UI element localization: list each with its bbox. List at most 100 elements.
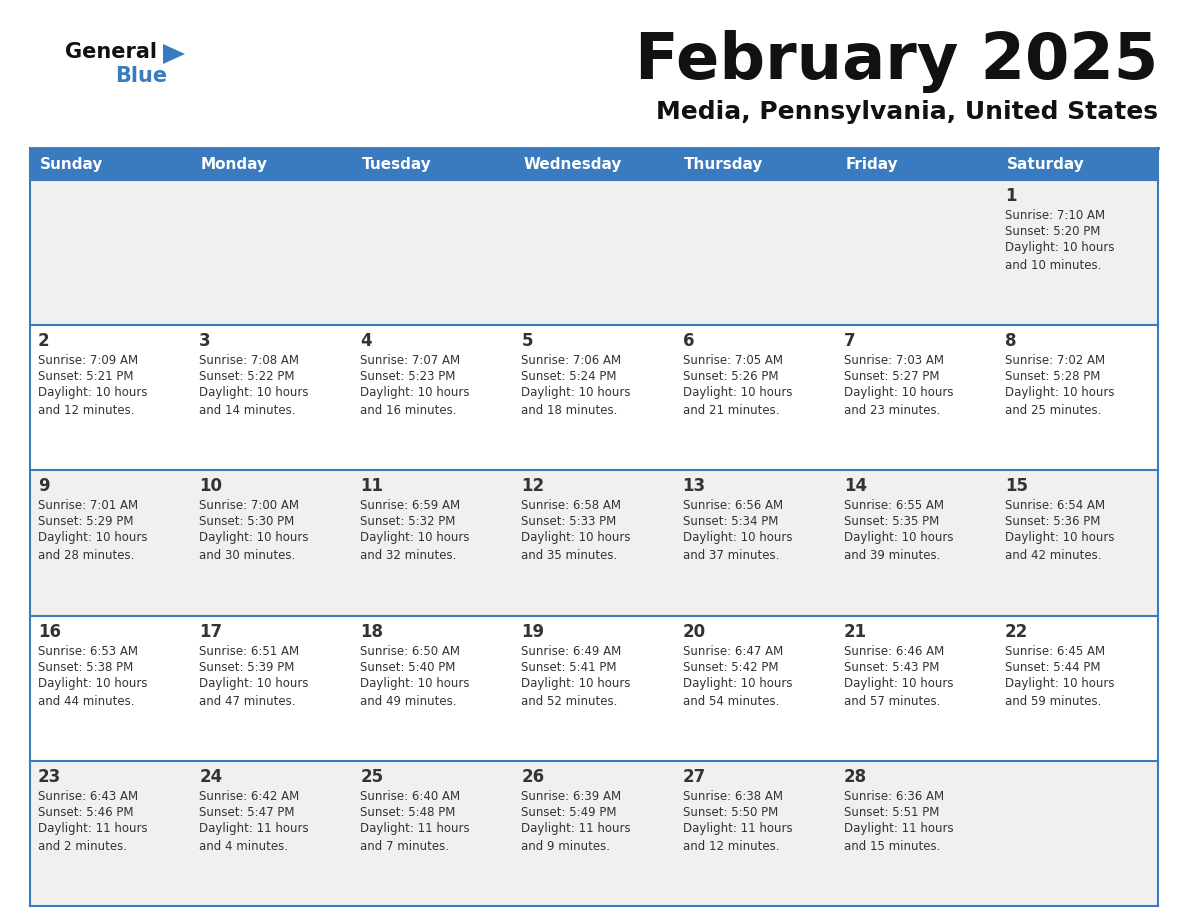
Text: Wednesday: Wednesday <box>523 156 621 172</box>
Bar <box>30 761 191 906</box>
Text: Sunrise: 6:45 AM: Sunrise: 6:45 AM <box>1005 644 1105 657</box>
Text: Sunrise: 6:56 AM: Sunrise: 6:56 AM <box>683 499 783 512</box>
Text: Saturday: Saturday <box>1006 156 1085 172</box>
Text: Sunrise: 7:08 AM: Sunrise: 7:08 AM <box>200 354 299 367</box>
Text: 15: 15 <box>1005 477 1028 496</box>
Bar <box>30 470 191 616</box>
Text: 27: 27 <box>683 767 706 786</box>
Text: Sunset: 5:38 PM: Sunset: 5:38 PM <box>38 661 133 674</box>
Bar <box>191 148 353 180</box>
Text: 21: 21 <box>843 622 867 641</box>
Text: Thursday: Thursday <box>684 156 764 172</box>
Text: Daylight: 10 hours
and 32 minutes.: Daylight: 10 hours and 32 minutes. <box>360 532 469 563</box>
Bar <box>675 325 835 470</box>
Text: Daylight: 10 hours
and 28 minutes.: Daylight: 10 hours and 28 minutes. <box>38 532 147 563</box>
Text: Sunrise: 6:59 AM: Sunrise: 6:59 AM <box>360 499 461 512</box>
Text: 22: 22 <box>1005 622 1028 641</box>
Text: Sunset: 5:42 PM: Sunset: 5:42 PM <box>683 661 778 674</box>
Bar <box>353 148 513 180</box>
Text: Daylight: 11 hours
and 15 minutes.: Daylight: 11 hours and 15 minutes. <box>843 822 953 853</box>
Text: 4: 4 <box>360 332 372 350</box>
Bar <box>997 148 1158 180</box>
Bar <box>191 761 353 906</box>
Text: 23: 23 <box>38 767 62 786</box>
Bar <box>513 761 675 906</box>
Text: Daylight: 10 hours
and 37 minutes.: Daylight: 10 hours and 37 minutes. <box>683 532 792 563</box>
Bar <box>835 470 997 616</box>
Text: Sunset: 5:36 PM: Sunset: 5:36 PM <box>1005 515 1100 529</box>
Text: 9: 9 <box>38 477 50 496</box>
Text: Daylight: 10 hours
and 44 minutes.: Daylight: 10 hours and 44 minutes. <box>38 677 147 708</box>
Text: 8: 8 <box>1005 332 1017 350</box>
Text: Daylight: 10 hours
and 30 minutes.: Daylight: 10 hours and 30 minutes. <box>200 532 309 563</box>
Text: Sunrise: 6:43 AM: Sunrise: 6:43 AM <box>38 789 138 803</box>
Text: Daylight: 10 hours
and 39 minutes.: Daylight: 10 hours and 39 minutes. <box>843 532 953 563</box>
Text: Sunset: 5:34 PM: Sunset: 5:34 PM <box>683 515 778 529</box>
Bar <box>997 761 1158 906</box>
Text: 3: 3 <box>200 332 210 350</box>
Text: Sunset: 5:24 PM: Sunset: 5:24 PM <box>522 370 617 383</box>
Bar <box>353 470 513 616</box>
Text: Sunrise: 6:54 AM: Sunrise: 6:54 AM <box>1005 499 1105 512</box>
Text: Sunrise: 6:50 AM: Sunrise: 6:50 AM <box>360 644 460 657</box>
Text: Sunrise: 7:07 AM: Sunrise: 7:07 AM <box>360 354 461 367</box>
Bar <box>835 148 997 180</box>
Bar <box>835 325 997 470</box>
Bar <box>513 616 675 761</box>
Text: Blue: Blue <box>115 66 168 86</box>
Text: Sunrise: 7:06 AM: Sunrise: 7:06 AM <box>522 354 621 367</box>
Bar <box>675 470 835 616</box>
Text: Daylight: 10 hours
and 18 minutes.: Daylight: 10 hours and 18 minutes. <box>522 386 631 417</box>
Text: Daylight: 10 hours
and 12 minutes.: Daylight: 10 hours and 12 minutes. <box>38 386 147 417</box>
Text: 12: 12 <box>522 477 544 496</box>
Text: Sunset: 5:22 PM: Sunset: 5:22 PM <box>200 370 295 383</box>
Text: 2: 2 <box>38 332 50 350</box>
Bar <box>675 761 835 906</box>
Text: Sunrise: 7:00 AM: Sunrise: 7:00 AM <box>200 499 299 512</box>
Text: Sunset: 5:26 PM: Sunset: 5:26 PM <box>683 370 778 383</box>
Text: 5: 5 <box>522 332 533 350</box>
Text: Sunrise: 7:02 AM: Sunrise: 7:02 AM <box>1005 354 1105 367</box>
Text: Sunset: 5:41 PM: Sunset: 5:41 PM <box>522 661 617 674</box>
Text: 17: 17 <box>200 622 222 641</box>
Bar <box>191 616 353 761</box>
Text: Sunrise: 6:47 AM: Sunrise: 6:47 AM <box>683 644 783 657</box>
Bar <box>191 180 353 325</box>
Text: 7: 7 <box>843 332 855 350</box>
Text: Sunrise: 6:49 AM: Sunrise: 6:49 AM <box>522 644 621 657</box>
Text: 13: 13 <box>683 477 706 496</box>
Text: Sunrise: 6:55 AM: Sunrise: 6:55 AM <box>843 499 943 512</box>
Text: Daylight: 11 hours
and 4 minutes.: Daylight: 11 hours and 4 minutes. <box>200 822 309 853</box>
Text: Sunrise: 6:58 AM: Sunrise: 6:58 AM <box>522 499 621 512</box>
Text: 24: 24 <box>200 767 222 786</box>
Text: Sunrise: 7:09 AM: Sunrise: 7:09 AM <box>38 354 138 367</box>
Text: Sunrise: 6:40 AM: Sunrise: 6:40 AM <box>360 789 461 803</box>
Bar <box>30 180 191 325</box>
Text: Sunset: 5:48 PM: Sunset: 5:48 PM <box>360 806 456 819</box>
Text: Sunset: 5:39 PM: Sunset: 5:39 PM <box>200 661 295 674</box>
Text: 18: 18 <box>360 622 384 641</box>
Text: 6: 6 <box>683 332 694 350</box>
Bar <box>30 148 191 180</box>
Text: Sunrise: 6:46 AM: Sunrise: 6:46 AM <box>843 644 944 657</box>
Text: Sunset: 5:28 PM: Sunset: 5:28 PM <box>1005 370 1100 383</box>
Text: Daylight: 11 hours
and 9 minutes.: Daylight: 11 hours and 9 minutes. <box>522 822 631 853</box>
Text: Sunset: 5:27 PM: Sunset: 5:27 PM <box>843 370 940 383</box>
Bar <box>353 325 513 470</box>
Text: Daylight: 11 hours
and 7 minutes.: Daylight: 11 hours and 7 minutes. <box>360 822 470 853</box>
Text: Sunset: 5:44 PM: Sunset: 5:44 PM <box>1005 661 1100 674</box>
Bar <box>675 616 835 761</box>
Text: Daylight: 10 hours
and 42 minutes.: Daylight: 10 hours and 42 minutes. <box>1005 532 1114 563</box>
Text: Sunrise: 6:42 AM: Sunrise: 6:42 AM <box>200 789 299 803</box>
Text: Daylight: 10 hours
and 52 minutes.: Daylight: 10 hours and 52 minutes. <box>522 677 631 708</box>
Text: Sunrise: 7:05 AM: Sunrise: 7:05 AM <box>683 354 783 367</box>
Text: Sunrise: 6:39 AM: Sunrise: 6:39 AM <box>522 789 621 803</box>
Text: Daylight: 11 hours
and 12 minutes.: Daylight: 11 hours and 12 minutes. <box>683 822 792 853</box>
Bar <box>513 180 675 325</box>
Text: Daylight: 10 hours
and 35 minutes.: Daylight: 10 hours and 35 minutes. <box>522 532 631 563</box>
Bar <box>835 180 997 325</box>
Bar <box>997 180 1158 325</box>
Text: Daylight: 10 hours
and 59 minutes.: Daylight: 10 hours and 59 minutes. <box>1005 677 1114 708</box>
Text: Daylight: 11 hours
and 2 minutes.: Daylight: 11 hours and 2 minutes. <box>38 822 147 853</box>
Bar <box>353 616 513 761</box>
